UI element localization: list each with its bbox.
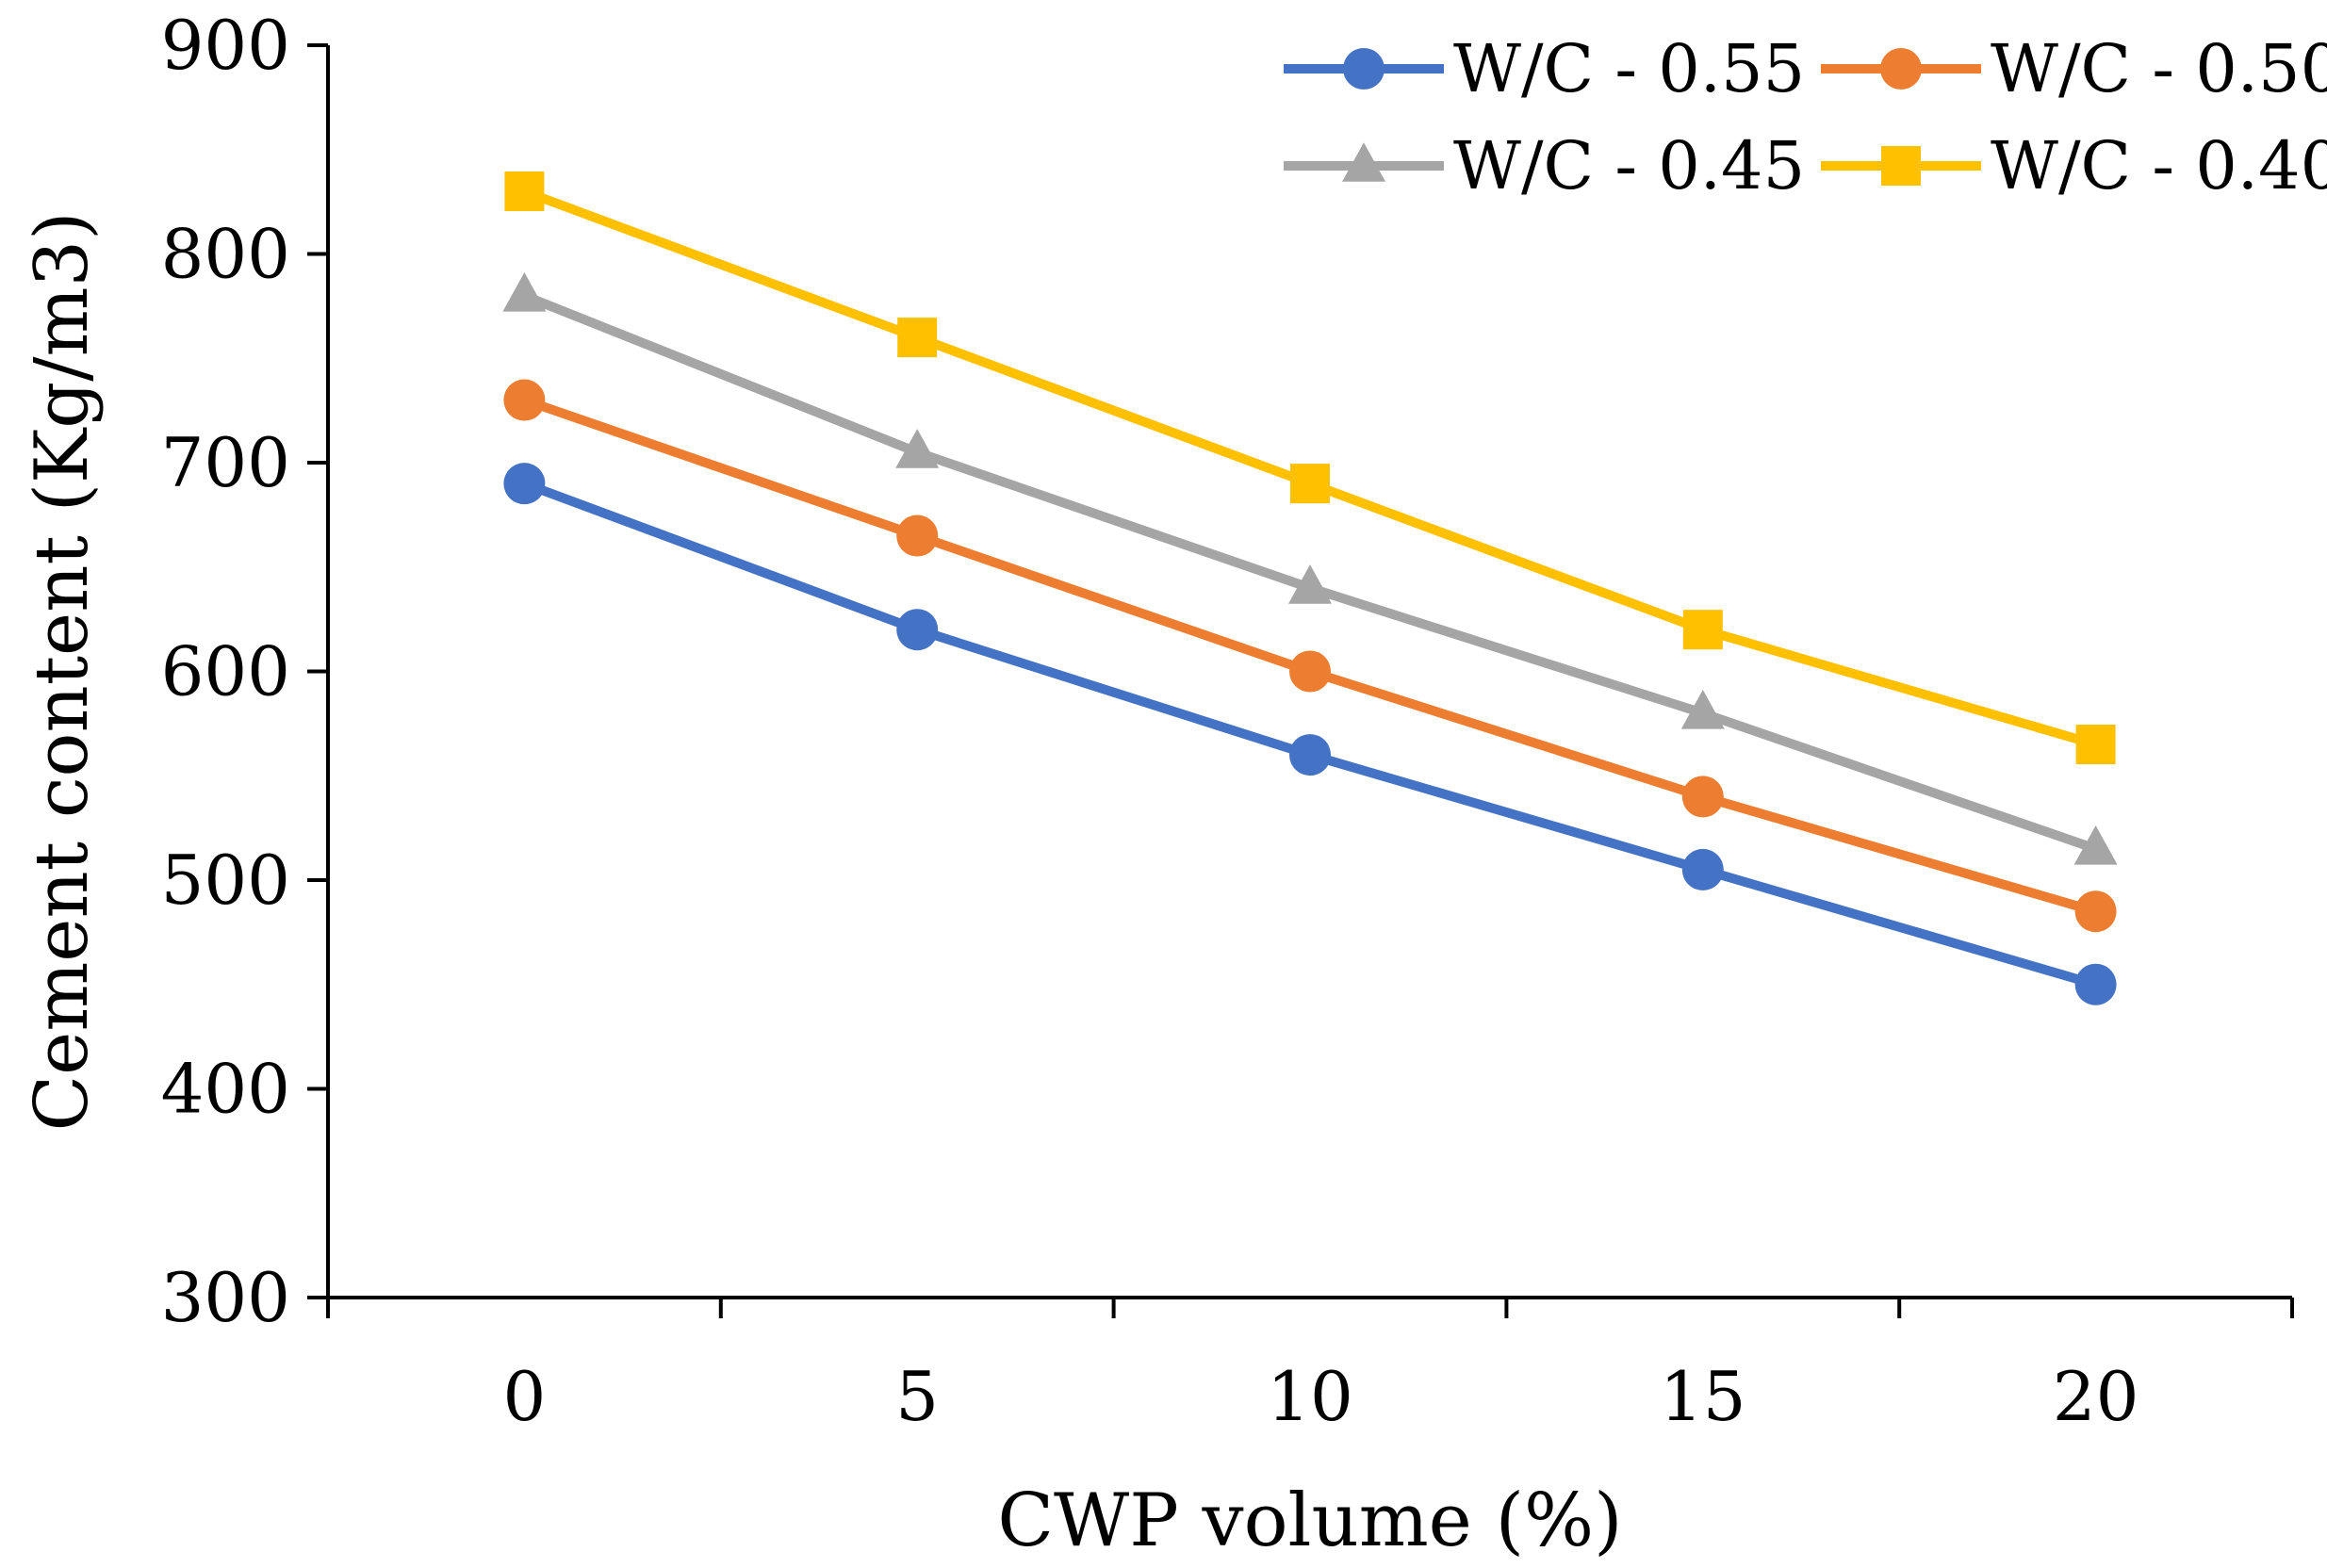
data-point <box>2074 963 2117 1005</box>
x-tick-label: 0 <box>502 1357 546 1436</box>
y-tick-label: 800 <box>161 215 290 294</box>
y-tick-label: 300 <box>161 1258 290 1337</box>
legend-label: W/C - 0.45 <box>1453 127 1805 204</box>
legend-item: W/C - 0.50 <box>1821 30 2327 107</box>
y-axis-title: Cement content (Kg/m3) <box>20 211 105 1131</box>
data-point <box>2075 725 2116 765</box>
legend-marker <box>1343 48 1385 90</box>
legend-label: W/C - 0.55 <box>1453 30 1805 107</box>
legend-marker <box>1881 146 1921 186</box>
y-axis-ticks: 300 400 500 600 700 800 900 <box>161 6 328 1337</box>
data-point <box>1289 650 1331 693</box>
y-tick-label: 500 <box>161 841 290 920</box>
series-3 <box>504 172 2116 765</box>
data-point <box>896 514 939 557</box>
x-axis-title: CWP volume (%) <box>997 1478 1622 1563</box>
legend-marker <box>1880 48 1922 90</box>
data-point <box>2073 825 2118 865</box>
data-point <box>504 172 545 212</box>
legend-label: W/C - 0.40 <box>1991 127 2327 204</box>
series-0 <box>503 463 2117 1005</box>
legend-label: W/C - 0.50 <box>1991 30 2327 107</box>
y-tick-label: 900 <box>161 6 290 85</box>
data-point <box>1681 776 1724 818</box>
series-2 <box>502 272 2118 865</box>
data-point <box>1290 464 1330 504</box>
data-point <box>1682 610 1723 650</box>
data-point <box>897 318 938 358</box>
y-tick-label: 400 <box>161 1050 290 1129</box>
data-point <box>503 463 546 505</box>
data-point <box>1680 690 1725 729</box>
data-point <box>1289 734 1331 776</box>
x-axis-ticks: 0 5 10 15 20 <box>326 1298 2294 1436</box>
series-group <box>502 172 2118 1005</box>
data-point <box>1681 848 1724 890</box>
data-point <box>503 379 546 421</box>
data-point <box>502 272 547 312</box>
legend-item: W/C - 0.40 <box>1821 127 2327 204</box>
x-tick-label: 15 <box>1660 1357 1746 1436</box>
data-point <box>895 429 940 468</box>
data-point <box>896 609 939 651</box>
data-point <box>2074 890 2117 933</box>
x-tick-label: 20 <box>2053 1357 2139 1436</box>
series-1 <box>503 379 2117 933</box>
data-point <box>1288 564 1332 604</box>
legend-item: W/C - 0.45 <box>1284 127 1805 204</box>
x-tick-label: 10 <box>1267 1357 1353 1436</box>
y-tick-label: 700 <box>161 423 290 502</box>
y-tick-label: 600 <box>161 632 290 711</box>
x-tick-label: 5 <box>895 1357 939 1436</box>
legend-item: W/C - 0.55 <box>1284 30 1805 107</box>
legend-marker <box>1342 142 1385 182</box>
legend: W/C - 0.55 W/C - 0.50 W/C - 0.45 W/C - 0.40 <box>1284 30 2327 204</box>
plot-area: 300 400 500 600 700 800 900 0 5 10 15 20 <box>161 6 2294 1436</box>
